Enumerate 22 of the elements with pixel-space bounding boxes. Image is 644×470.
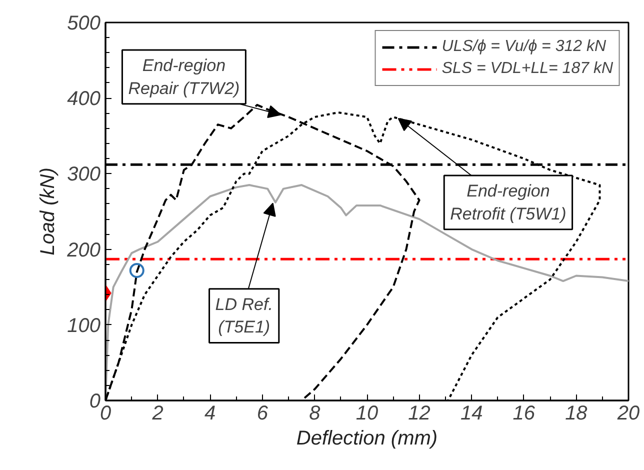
annotation: End-region Repair (T7W2): [128, 56, 240, 98]
y-tick-label: 300: [67, 164, 101, 186]
x-tick-label: 12: [408, 402, 430, 424]
x-tick-label: 2: [151, 402, 164, 424]
legend-label: ULS/ϕ = Vu/ϕ = 312 kN: [442, 38, 606, 56]
y-tick-label: 200: [66, 239, 101, 262]
y-tick-label: 500: [67, 12, 101, 34]
x-tick-label: 4: [204, 402, 216, 424]
x-tick-label: 6: [256, 402, 269, 424]
x-axis-title: Deflection (mm): [296, 428, 438, 450]
y-tick-label: 100: [67, 314, 101, 337]
x-tick-label: 16: [512, 402, 536, 424]
legend-label: SLS = VDL+LL= 187 kN: [442, 60, 613, 78]
x-tick-label: 20: [616, 402, 640, 424]
x-tick-label: 8: [309, 402, 320, 424]
x-tick-label: 10: [356, 402, 378, 424]
y-axis-title: Load (kN): [37, 168, 60, 256]
annotation: LD Ref. (T5E1): [215, 294, 273, 337]
x-tick-label: 14: [460, 402, 483, 424]
x-tick-label: 18: [565, 402, 588, 424]
y-tick-label: 400: [67, 88, 101, 110]
annotation: End-region Retrofit (T5W1): [450, 182, 566, 224]
